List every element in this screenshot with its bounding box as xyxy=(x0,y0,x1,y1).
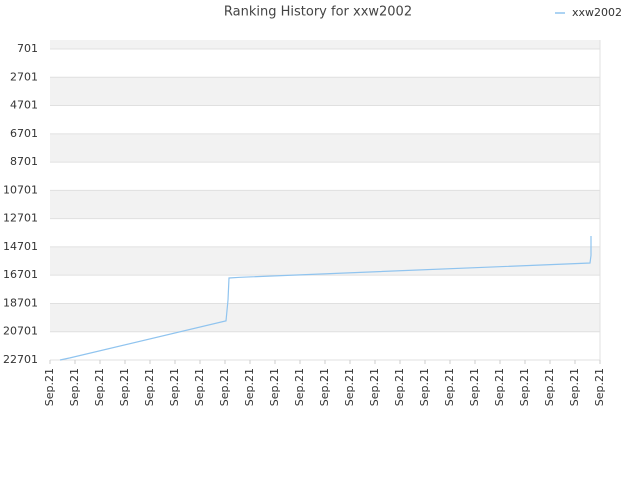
y-tick-label: 20701 xyxy=(3,325,38,338)
band xyxy=(50,246,600,276)
x-tick-label: Sep.21 xyxy=(218,368,231,406)
x-tick-label: Sep.21 xyxy=(418,368,431,406)
x-tick-label: Sep.21 xyxy=(343,368,356,406)
band xyxy=(50,40,600,50)
band xyxy=(50,218,600,247)
x-tick-label: Sep.21 xyxy=(368,368,381,406)
band xyxy=(50,275,600,304)
x-tick-label: Sep.21 xyxy=(268,368,281,406)
x-tick-label: Sep.21 xyxy=(68,368,81,406)
x-tick-label: Sep.21 xyxy=(568,368,581,406)
x-tick-label: Sep.21 xyxy=(293,368,306,406)
y-tick-label: 14701 xyxy=(3,240,38,253)
x-tick-label: Sep.21 xyxy=(93,368,106,406)
y-tick-label: 12701 xyxy=(3,212,38,225)
y-tick-label: 18701 xyxy=(3,296,38,309)
y-tick-label: 16701 xyxy=(3,268,38,281)
band xyxy=(50,303,600,332)
x-tick-label: Sep.21 xyxy=(118,368,131,406)
x-tick-label: Sep.21 xyxy=(43,368,56,406)
band xyxy=(50,133,600,163)
band xyxy=(50,105,600,134)
y-tick-label: 4701 xyxy=(10,99,38,112)
y-tick-label: 8701 xyxy=(10,155,38,168)
x-tick-label: Sep.21 xyxy=(243,368,256,406)
y-tick-label: 10701 xyxy=(3,183,38,196)
x-tick-label: Sep.21 xyxy=(143,368,156,406)
x-tick-label: Sep.21 xyxy=(593,368,606,406)
legend-label: xxw2002 xyxy=(572,6,622,19)
y-tick-label: 2701 xyxy=(10,70,38,83)
series-line xyxy=(59,236,592,361)
x-tick-label: Sep.21 xyxy=(443,368,456,406)
x-tick-label: Sep.21 xyxy=(168,368,181,406)
x-tick-label: Sep.21 xyxy=(318,368,331,406)
x-tick-label: Sep.21 xyxy=(193,368,206,406)
band xyxy=(50,190,600,219)
x-tick-label: Sep.21 xyxy=(393,368,406,406)
band xyxy=(50,49,600,78)
y-tick-label: 701 xyxy=(17,42,38,55)
x-tick-label: Sep.21 xyxy=(468,368,481,406)
y-tick-label: 22701 xyxy=(3,353,38,366)
x-tick-label: Sep.21 xyxy=(543,368,556,406)
band xyxy=(50,162,600,191)
x-tick-label: Sep.21 xyxy=(493,368,506,406)
band xyxy=(50,331,600,360)
band xyxy=(50,77,600,106)
chart-title: Ranking History for xxw2002 xyxy=(224,5,412,20)
x-tick-label: Sep.21 xyxy=(518,368,531,406)
y-tick-label: 6701 xyxy=(10,127,38,140)
